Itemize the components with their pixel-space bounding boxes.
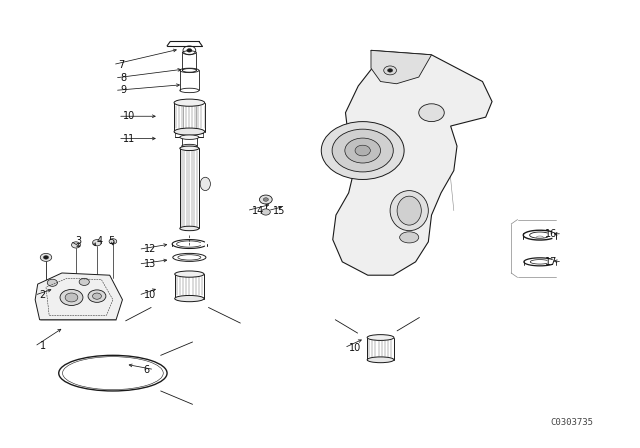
Circle shape: [332, 129, 394, 172]
Circle shape: [72, 242, 81, 248]
Ellipse shape: [367, 335, 394, 340]
Ellipse shape: [180, 135, 199, 139]
Ellipse shape: [397, 196, 421, 225]
Circle shape: [79, 278, 90, 285]
Text: 10: 10: [143, 290, 156, 300]
Polygon shape: [35, 273, 122, 320]
Circle shape: [261, 209, 270, 215]
Text: 12: 12: [143, 244, 156, 254]
Circle shape: [60, 289, 83, 306]
Circle shape: [93, 293, 101, 299]
Circle shape: [109, 239, 116, 244]
Ellipse shape: [180, 146, 199, 151]
Text: 8: 8: [120, 73, 126, 83]
Circle shape: [388, 69, 393, 72]
Circle shape: [88, 290, 106, 302]
Circle shape: [419, 104, 444, 121]
Text: 14: 14: [252, 206, 264, 215]
Text: 10: 10: [349, 343, 362, 353]
Ellipse shape: [367, 357, 394, 363]
Ellipse shape: [175, 271, 204, 277]
Text: 7: 7: [118, 60, 124, 69]
Text: 9: 9: [120, 86, 126, 95]
Text: 4: 4: [97, 236, 103, 246]
Text: 13: 13: [143, 259, 156, 269]
Circle shape: [355, 145, 371, 156]
Circle shape: [93, 240, 101, 246]
Ellipse shape: [200, 177, 211, 190]
Text: C0303735: C0303735: [550, 418, 593, 426]
Circle shape: [321, 121, 404, 180]
Text: 15: 15: [273, 206, 285, 215]
Polygon shape: [371, 50, 431, 84]
Circle shape: [384, 66, 396, 75]
Text: 11: 11: [123, 134, 135, 143]
Circle shape: [187, 48, 192, 52]
Ellipse shape: [175, 296, 204, 302]
Ellipse shape: [180, 226, 199, 231]
Ellipse shape: [399, 232, 419, 243]
Circle shape: [259, 195, 272, 204]
Ellipse shape: [174, 128, 205, 135]
Circle shape: [345, 138, 381, 163]
Circle shape: [44, 256, 49, 259]
Polygon shape: [333, 50, 492, 275]
Ellipse shape: [390, 190, 428, 231]
Ellipse shape: [182, 144, 197, 148]
Text: 2: 2: [40, 290, 46, 300]
Ellipse shape: [174, 99, 205, 106]
Text: 5: 5: [108, 236, 114, 246]
Text: 10: 10: [123, 111, 135, 121]
Text: 17: 17: [545, 257, 557, 267]
Text: 3: 3: [76, 236, 81, 246]
Text: 1: 1: [40, 341, 45, 351]
Circle shape: [47, 279, 58, 286]
Circle shape: [40, 254, 52, 261]
Circle shape: [65, 293, 78, 302]
Text: 6: 6: [143, 365, 149, 375]
Text: 16: 16: [545, 229, 557, 239]
Circle shape: [263, 198, 268, 201]
